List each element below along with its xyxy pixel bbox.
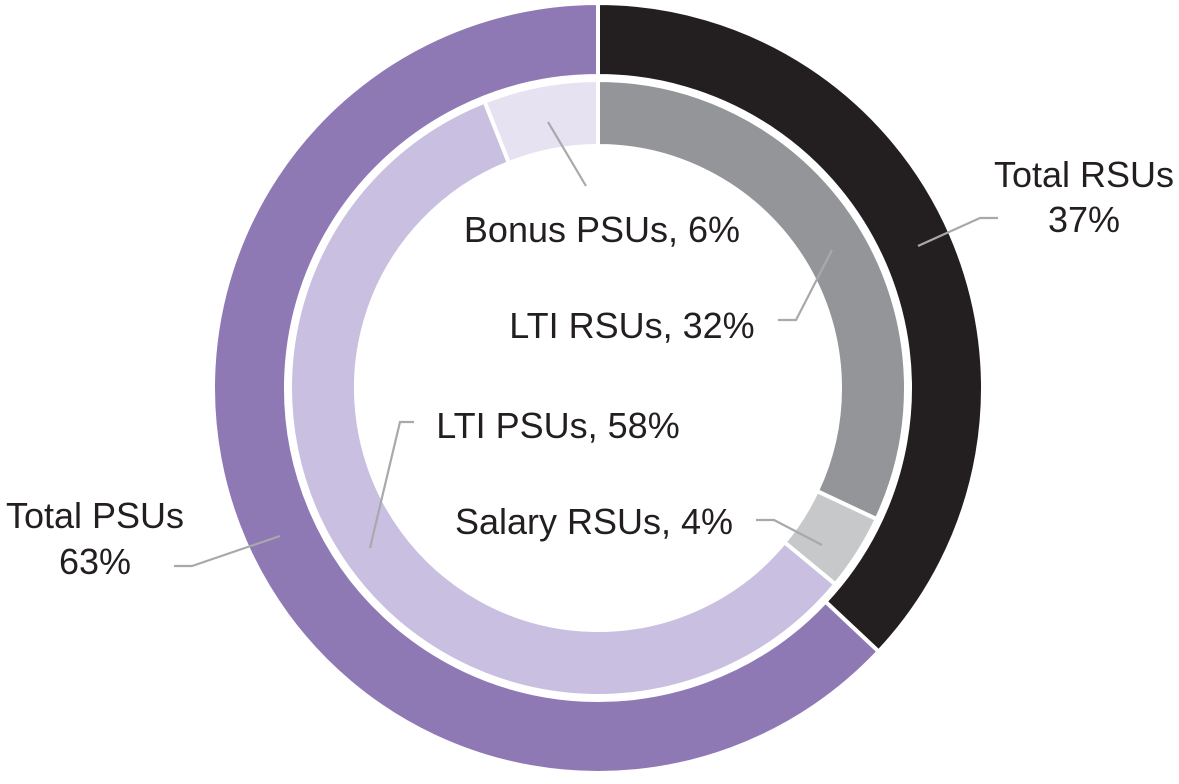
leader-line-lti-rsus (778, 249, 833, 322)
label-total-psus-name: Total PSUs (6, 495, 184, 536)
leader-line-lti-psus (368, 420, 414, 549)
slice-lti-psus (288, 99, 839, 698)
label-total-psus-value: 63% (59, 541, 131, 582)
outer-ring (211, 0, 985, 775)
label-bonus-psus: Bonus PSUs, 6% (464, 209, 740, 250)
label-lti-rsus: LTI RSUs, 32% (509, 305, 754, 346)
leader-line-bonus-psus (547, 121, 587, 187)
label-salary-rsus: Salary RSUs, 4% (455, 501, 733, 542)
leader-line-total-rsus (917, 216, 998, 248)
slice-total-psus (211, 0, 882, 775)
label-total-rsus-value: 37% (1048, 199, 1120, 240)
leader-line-salary-rsus (756, 518, 823, 546)
slice-bonus-psus (482, 77, 600, 166)
label-lti-psus: LTI PSUs, 58% (436, 405, 679, 446)
leader-line-total-psus (174, 534, 281, 568)
inner-ring (288, 77, 908, 698)
slice-lti-rsus (596, 77, 908, 522)
slice-total-rsus (596, 0, 985, 655)
label-total-rsus-name: Total RSUs (994, 154, 1174, 195)
